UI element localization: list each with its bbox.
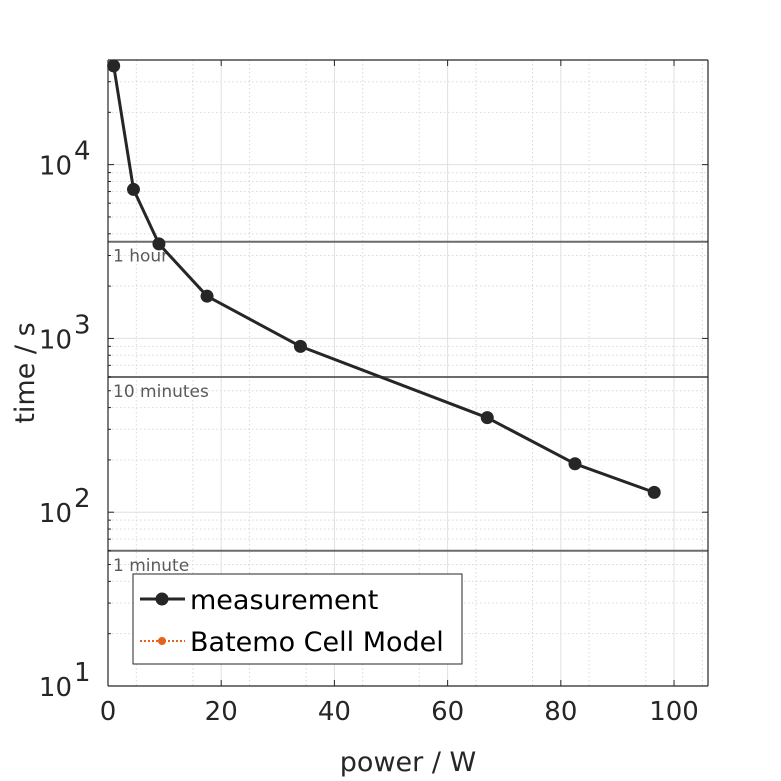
data-point (152, 237, 166, 251)
y-axis-label: time / s (10, 322, 41, 423)
data-point (480, 411, 494, 425)
x-axis-label: power / W (340, 747, 476, 778)
series-layer (107, 59, 661, 499)
reference-line-label: 1 minute (113, 556, 189, 576)
reference-line-label: 10 minutes (113, 382, 209, 402)
x-tick-label: 100 (649, 697, 699, 727)
y-tick-label-exponent: 1 (74, 658, 91, 688)
legend-marker-batemo (158, 637, 166, 645)
series-line (112, 65, 655, 494)
y-tick-label-exponent: 2 (74, 484, 91, 514)
legend-label-batemo: Batemo Cell Model (190, 627, 444, 658)
reference-line-label: 1 hour (113, 247, 168, 267)
x-tick-label: 80 (544, 697, 577, 727)
data-point (107, 59, 121, 73)
reference-lines: 1 hour 10 minutes 1 minute (108, 240, 708, 576)
data-point (647, 485, 661, 499)
y-tick-label: 10 (39, 499, 72, 529)
y-tick-label: 10 (39, 152, 72, 182)
x-tick-label: 20 (205, 697, 238, 727)
data-point (126, 182, 140, 196)
x-tick-label: 0 (100, 697, 117, 727)
y-tick-label-exponent: 4 (74, 137, 91, 167)
data-point (293, 339, 307, 353)
legend-box (132, 573, 463, 665)
y-tick-label-exponent: 3 (74, 310, 91, 340)
legend: measurement Batemo Cell Model (132, 573, 463, 665)
y-tick-label: 10 (39, 325, 72, 355)
x-tick-label: 40 (318, 697, 351, 727)
data-point (200, 289, 214, 303)
axes (107, 59, 709, 687)
legend-label-measurement: measurement (190, 585, 378, 616)
x-tick-label: 60 (431, 697, 464, 727)
y-tick-label: 10 (39, 673, 72, 703)
data-point (568, 457, 582, 471)
legend-marker-measurement (155, 592, 169, 606)
